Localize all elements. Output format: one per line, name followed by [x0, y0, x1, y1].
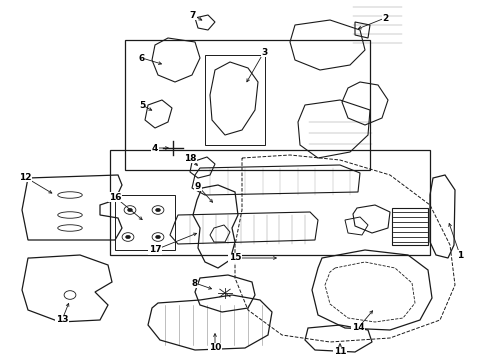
Text: 12: 12	[19, 172, 31, 181]
Text: 3: 3	[261, 48, 267, 57]
Text: 18: 18	[184, 153, 196, 162]
Circle shape	[125, 235, 130, 239]
Circle shape	[155, 208, 160, 212]
Text: 4: 4	[152, 144, 158, 153]
Text: 14: 14	[352, 324, 364, 333]
Circle shape	[127, 208, 132, 212]
Circle shape	[155, 235, 160, 239]
Text: 8: 8	[192, 279, 198, 288]
Text: 16: 16	[109, 193, 121, 202]
Text: 15: 15	[229, 253, 241, 262]
Text: 13: 13	[56, 315, 68, 324]
Text: 6: 6	[139, 54, 145, 63]
Text: 11: 11	[334, 347, 346, 356]
Text: 2: 2	[382, 14, 388, 23]
Text: 5: 5	[139, 100, 145, 109]
Text: 7: 7	[190, 10, 196, 19]
Text: 17: 17	[148, 246, 161, 255]
Text: 9: 9	[195, 181, 201, 190]
Text: 1: 1	[457, 251, 463, 260]
Text: 10: 10	[209, 343, 221, 352]
